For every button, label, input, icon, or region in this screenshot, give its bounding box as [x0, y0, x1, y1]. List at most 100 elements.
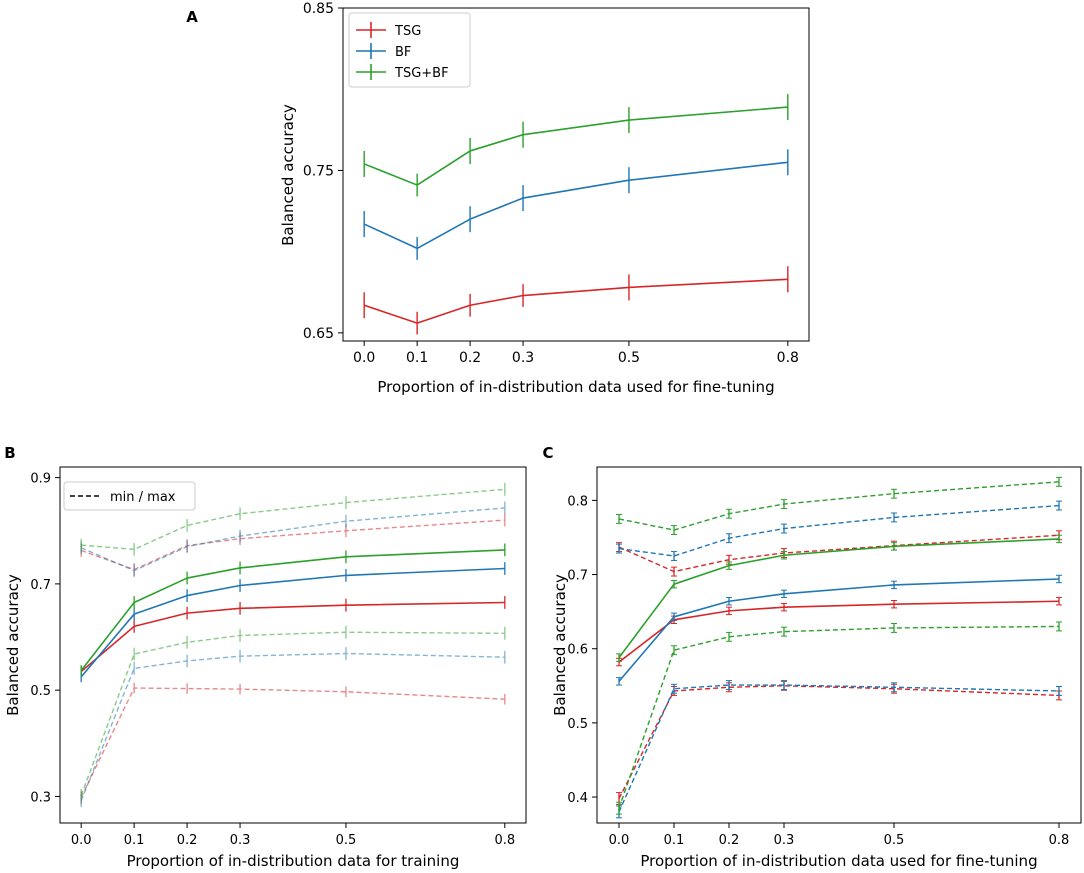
- panel-b-line-tsg-bf: [80, 549, 505, 671]
- panel-b-line-bf: [80, 567, 505, 678]
- panel-c-line-tsg-bf-min: [618, 625, 1060, 809]
- panel-b-y-tick-label: 0.5: [30, 684, 51, 699]
- panel-c: 0.0 0.1 0.2 0.3 0.5 0.8 0.4 0.5 0.6 0.7 0.8 Propor…: [551, 466, 1082, 870]
- panel-c-series-bf: [616, 574, 1062, 686]
- panel-a-axes: 0.0 0.1 0.2 0.3 0.5 0.8 0.65 0.75 0.85: [303, 1, 799, 366]
- panel-a-series-tsg-bf: [363, 94, 789, 197]
- panel-c-x-tick-label: 0.5: [884, 833, 905, 848]
- panel-label-a: A: [186, 8, 198, 26]
- legend-label-min-max: min / max: [110, 490, 176, 505]
- panel-a-x-tick-label: 0.8: [777, 350, 799, 366]
- panel-c-y-tick-label: 0.6: [567, 643, 588, 658]
- panel-b-x-label: Proportion of in-distribution data for t…: [127, 852, 460, 870]
- panel-a-x-tick-label: 0.0: [353, 350, 375, 366]
- panel-b-x-tick-label: 0.0: [71, 833, 92, 848]
- panel-c-series-bf-max: [616, 500, 1062, 561]
- panel-a-x-label: Proportion of in-distribution data used …: [377, 378, 774, 396]
- panel-a-x-tick-label: 0.2: [459, 350, 481, 366]
- panel-c-line-tsg-bf: [618, 538, 1060, 659]
- panel-c-series-tsg-bf: [616, 534, 1062, 662]
- panel-a-x-tick-label: 0.5: [618, 350, 640, 366]
- panel-a-y-tick-label: 0.75: [303, 163, 334, 179]
- panel-c-y-tick-label: 0.7: [567, 569, 588, 584]
- panel-c-y-tick-label: 0.8: [567, 494, 588, 509]
- panel-b-series-tsg-bf-min: [80, 625, 506, 802]
- panel-a: 0.0 0.1 0.2 0.3 0.5 0.8 0.65 0.75 0.85 Proportio…: [279, 1, 810, 396]
- panel-b-x-tick-label: 0.2: [177, 833, 198, 848]
- panel-c-frame: [596, 466, 1082, 824]
- panel-c-series-bf-min: [616, 680, 1062, 819]
- panel-c-x-tick-label: 0.0: [609, 833, 630, 848]
- panel-c-axes: 0.0 0.1 0.2 0.3 0.5 0.8 0.4 0.5 0.6 0.7 0.8: [567, 494, 1069, 848]
- panel-b-series-bf-min: [80, 647, 506, 808]
- panel-c-x-tick-label: 0.3: [774, 833, 795, 848]
- panel-c-series: [616, 476, 1062, 819]
- panel-b: 0.0 0.1 0.2 0.3 0.5 0.8 0.3 0.5 0.7 0.9 Proportio…: [4, 466, 527, 870]
- panel-b-y-tick-label: 0.7: [30, 578, 51, 593]
- panel-c-series-tsg: [616, 597, 1062, 667]
- panel-a-y-label: Balanced accuracy: [279, 104, 297, 246]
- panel-b-line-tsg-min: [80, 687, 505, 798]
- panel-c-series-tsg-bf-max: [616, 476, 1062, 535]
- legend-label-bf: BF: [395, 45, 411, 60]
- legend-item-bf: BF: [356, 43, 411, 60]
- panel-b-x-tick-label: 0.1: [124, 833, 145, 848]
- panel-b-series-tsg-bf-max: [80, 482, 506, 556]
- panel-b-x-tick-label: 0.8: [494, 833, 515, 848]
- panel-b-legend: min / max: [63, 481, 196, 511]
- panel-b-series-bf-max: [80, 501, 506, 577]
- panel-c-series-tsg-bf-min: [616, 621, 1062, 815]
- legend-item-tsg: TSG: [356, 22, 421, 39]
- legend-item-tsg-bf: TSG+BF: [356, 64, 449, 81]
- panel-b-line-tsg-bf-min: [80, 631, 505, 796]
- panel-b-legend-box: [63, 481, 196, 511]
- panel-label-c: C: [542, 444, 553, 462]
- panel-c-x-tick-label: 0.8: [1049, 833, 1070, 848]
- panel-a-line-tsg-bf: [363, 106, 788, 186]
- panel-b-series-bf: [80, 562, 506, 683]
- panel-label-b: B: [4, 444, 15, 462]
- panel-c-y-tick-label: 0.4: [567, 791, 588, 806]
- panel-c-x-label: Proportion of in-distribution data used …: [640, 852, 1037, 870]
- panel-c-y-tick-label: 0.5: [567, 717, 588, 732]
- panel-c-line-bf: [618, 578, 1060, 682]
- panel-a-legend: TSG BF TSG+BF: [348, 12, 471, 88]
- panel-b-frame: [59, 466, 527, 824]
- panel-a-series-bf: [363, 149, 789, 260]
- panel-b-x-tick-label: 0.5: [336, 833, 357, 848]
- panel-b-y-tick-label: 0.9: [30, 472, 51, 487]
- panel-c-line-tsg-min: [618, 685, 1060, 799]
- panel-b-line-bf-min: [80, 652, 505, 801]
- panel-c-line-tsg-max: [618, 534, 1060, 573]
- panel-a-frame: [342, 7, 810, 342]
- panel-a-series: [363, 94, 789, 335]
- panel-c-line-tsg-bf-max: [618, 481, 1060, 531]
- panel-c-series-tsg-min: [616, 680, 1062, 805]
- panel-a-legend-box: [348, 12, 471, 88]
- panel-a-series-tsg: [363, 266, 789, 335]
- panel-b-line-tsg-max: [80, 519, 505, 571]
- panel-a-y-tick-label: 0.85: [303, 1, 334, 17]
- panel-c-line-tsg: [618, 600, 1060, 663]
- panel-a-line-tsg: [363, 278, 788, 324]
- panel-a-y-tick-label: 0.65: [303, 326, 334, 342]
- panel-b-line-bf-max: [80, 507, 505, 572]
- panel-a-x-tick-label: 0.1: [406, 350, 428, 366]
- panel-b-series-tsg-bf: [80, 543, 506, 676]
- panel-b-y-tick-label: 0.3: [30, 790, 51, 805]
- panel-a-x-tick-label: 0.3: [512, 350, 534, 366]
- legend-label-tsg: TSG: [394, 24, 421, 39]
- panel-b-series: [80, 482, 506, 808]
- panel-c-line-bf-max: [618, 504, 1060, 557]
- panel-b-y-label: Balanced accuracy: [4, 574, 22, 716]
- panel-b-series-tsg-min: [80, 682, 506, 804]
- panel-b-series-tsg: [80, 596, 506, 677]
- panel-b-line-tsg: [80, 601, 505, 673]
- panel-b-x-tick-label: 0.3: [230, 833, 251, 848]
- panel-b-line-tsg-bf-max: [81, 488, 505, 551]
- panel-c-x-tick-label: 0.2: [719, 833, 740, 848]
- panel-c-y-label: Balanced accuracy: [551, 574, 569, 716]
- panel-c-line-bf-min: [618, 684, 1060, 813]
- legend-label-tsg-bf: TSG+BF: [394, 66, 449, 81]
